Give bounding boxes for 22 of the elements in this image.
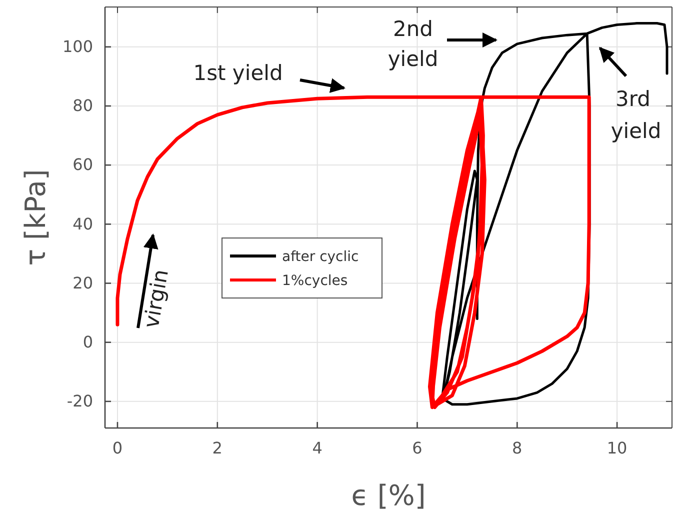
annotation: virgin	[139, 268, 174, 330]
x-tick-label: 10	[606, 438, 628, 458]
annotation: 2nd yield	[388, 17, 438, 71]
x-tick-label: 0	[112, 438, 123, 458]
line-series	[116, 95, 591, 410]
x-axis-title: ϵ [%]	[351, 479, 426, 512]
y-tick-label: 40	[72, 214, 93, 234]
y-axis-title: τ [kPa]	[19, 169, 52, 266]
y-tick-label: 80	[72, 96, 93, 116]
annotation: 1st yield	[193, 61, 283, 85]
y-tick-label: 0	[82, 332, 93, 352]
y-tick-label: -20	[66, 392, 93, 411]
x-tick-label: 4	[312, 438, 322, 458]
x-tick-label: 6	[412, 438, 422, 458]
x-tick-label: 2	[212, 438, 222, 458]
legend-label: after cyclic	[282, 249, 359, 265]
y-tick-label: 20	[72, 273, 93, 292]
legend-label: 1%cycles	[282, 273, 348, 289]
y-tick-label: 100	[62, 37, 93, 56]
y-tick-label: 60	[72, 155, 93, 174]
annotation: 3rd yield	[610, 87, 662, 143]
x-tick-label: 8	[512, 438, 522, 458]
